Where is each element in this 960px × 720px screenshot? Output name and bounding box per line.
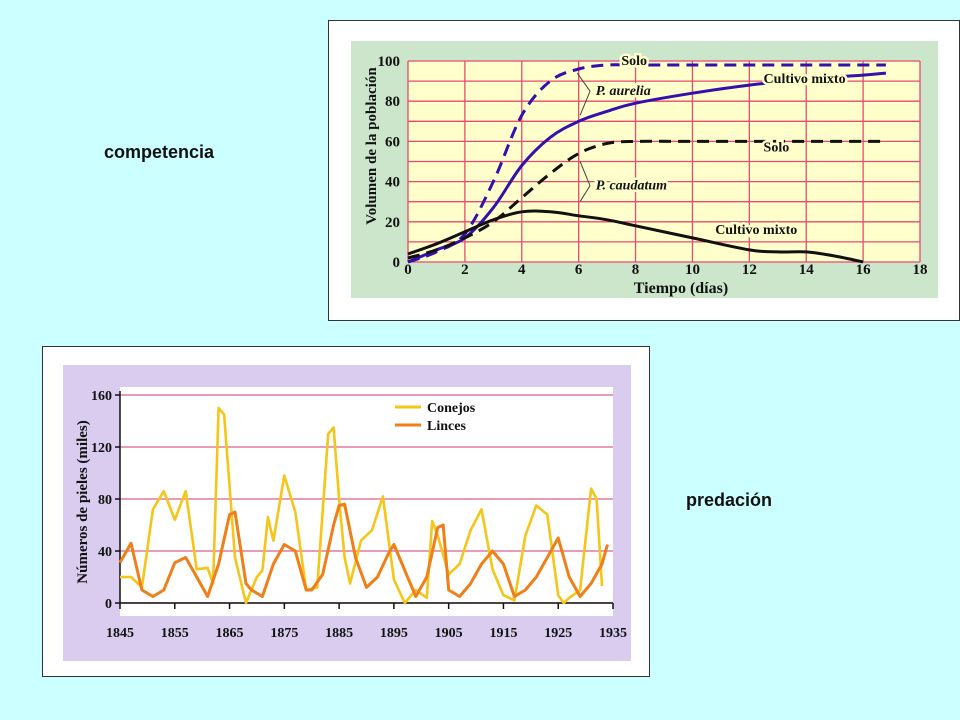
chart1-x-tick-label: 14 [799, 262, 815, 278]
chart2-series-line-conejos [120, 406, 604, 605]
chart1-series-label-0: Solo [621, 54, 647, 69]
chart1-series-line-2 [407, 139, 886, 260]
chart1-x-tick-label: 16 [856, 262, 872, 278]
chart1-y-tick-label: 40 [385, 175, 400, 191]
chart1-y-tick-label: 100 [378, 54, 401, 70]
chart1-x-axis-label: Tiempo (días) [634, 280, 728, 297]
chart1-species-annotation-1: P. caudatum [596, 179, 667, 194]
chart2-x-tick-label: 1865 [216, 626, 244, 641]
competition-chart-panel: 0 2 4 6 8 10 12 14 16 18 0 20 40 60 80 100 Solo Cultivo … [328, 20, 960, 321]
chart2-y-tick-label: 40 [98, 545, 112, 560]
chart1-species-annotation-0: P. aurelia [596, 84, 651, 99]
competition-chart: 0 2 4 6 8 10 12 14 16 18 0 20 40 60 80 100 Solo Cultivo … [351, 41, 938, 298]
chart1-y-tick-label: 60 [385, 134, 400, 150]
chart1-x-tick-label: 4 [518, 262, 526, 278]
chart1-series-label-2: Solo [764, 140, 790, 155]
chart1-x-tick-label: 6 [575, 262, 583, 278]
chart2-x-tick-label: 1895 [380, 626, 408, 641]
chart2-x-tick-label: 1885 [325, 626, 353, 641]
chart2-y-axis-label: Números de pieles (miles) [75, 420, 91, 583]
chart1-y-axis-label: Volumen de la población [364, 67, 380, 225]
chart1-x-tick-label: 10 [685, 262, 700, 278]
chart1-annotation-pointer [579, 185, 591, 202]
chart1-y-tick-label: 0 [393, 255, 401, 271]
chart1-x-tick-label: 12 [742, 262, 757, 278]
chart1-annotation-pointer [579, 90, 591, 116]
chart1-x-tick-label: 18 [913, 262, 928, 278]
chart2-legend-label: Conejos [427, 401, 476, 416]
chart2-series-line-linces [118, 502, 609, 598]
chart1-series-line-3 [407, 209, 864, 264]
chart2-x-tick-label: 1845 [106, 626, 134, 641]
competition-label: competencia [104, 142, 215, 162]
chart2-x-tick-label: 1935 [599, 626, 627, 641]
chart2-y-tick-label: 80 [98, 493, 112, 508]
chart2-plot-area [120, 387, 613, 616]
predation-chart-panel: 1845 1855 1865 1875 1885 1895 1905 1915 1925 1935… [42, 346, 650, 677]
chart1-series-label-1: Cultivo mixto [764, 72, 846, 87]
chart1-annotation-pointer [579, 161, 591, 186]
chart2-x-tick-label: 1875 [270, 626, 298, 641]
chart1-x-tick-label: 8 [632, 262, 640, 278]
chart2-y-tick-label: 120 [91, 441, 112, 456]
predation-label: predación [686, 490, 773, 510]
chart2-x-tick-label: 1915 [489, 626, 517, 641]
chart2-y-tick-label: 0 [105, 597, 112, 612]
chart1-annotation-pointer [576, 72, 591, 92]
chart2-legend-label: Linces [427, 419, 466, 434]
chart2-x-tick-label: 1925 [544, 626, 572, 641]
chart1-y-tick-label: 20 [385, 215, 400, 231]
chart2-y-tick-label: 160 [91, 389, 112, 404]
chart1-x-tick-label: 2 [461, 262, 469, 278]
chart1-series-label-3: Cultivo mixto [715, 223, 797, 238]
predation-chart: 1845 1855 1865 1875 1885 1895 1905 1915 1925 1935… [63, 365, 631, 661]
chart2-x-tick-label: 1905 [435, 626, 463, 641]
chart2-x-tick-label: 1855 [161, 626, 189, 641]
chart1-y-tick-label: 80 [385, 94, 400, 110]
chart1-x-tick-label: 0 [404, 262, 412, 278]
